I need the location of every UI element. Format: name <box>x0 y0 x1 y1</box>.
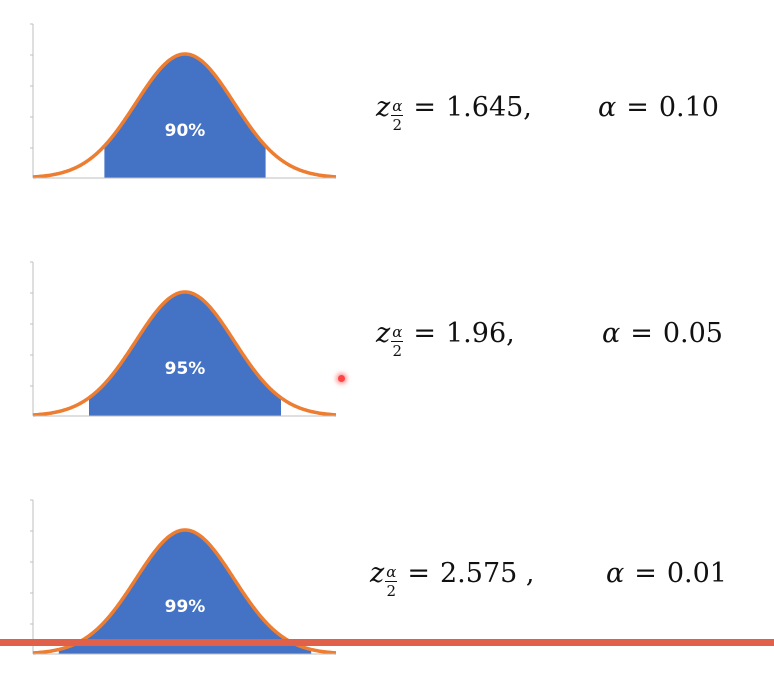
equals-sign: = <box>407 558 430 589</box>
alpha-symbol: α <box>606 558 625 589</box>
equals-sign: = <box>634 558 657 589</box>
diagram-row-99: 99% z α 2 = 2.575 , α = 0.01 <box>0 476 774 676</box>
shaded-region-90 <box>104 54 266 178</box>
laser-pointer-dot <box>338 375 345 382</box>
normal-curve-95: 95% <box>30 261 337 417</box>
equals-sign: = <box>413 92 436 123</box>
y-axis-95 <box>30 261 34 416</box>
alpha-symbol: α <box>602 318 621 349</box>
alpha-symbol: α <box>598 92 617 123</box>
equals-sign: = <box>413 318 436 349</box>
y-axis-90 <box>30 23 34 178</box>
equals-sign: = <box>630 318 653 349</box>
z-value: 2.575 , <box>440 558 535 589</box>
alpha-value: 0.10 <box>658 92 719 123</box>
equals-sign: = <box>626 92 649 123</box>
bell-curve-95 <box>32 290 337 417</box>
bell-curve-90 <box>32 52 337 179</box>
confidence-label-90: 90% <box>165 121 206 141</box>
z-variable: z <box>376 318 391 349</box>
diagram-row-95: 95% z α 2 = 1.96, α = 0.05 <box>0 238 774 438</box>
z-value: 1.645, <box>446 92 532 123</box>
y-axis-99 <box>30 499 34 654</box>
shaded-region-95 <box>89 292 281 416</box>
shaded-region-99 <box>58 530 312 654</box>
normal-curve-90: 90% <box>30 23 337 179</box>
diagram-row-90: 90% z α 2 = 1.645, α = 0.10 <box>0 0 774 200</box>
confidence-label-99: 99% <box>165 597 206 617</box>
z-variable: z <box>370 558 385 589</box>
bottom-accent-bar <box>0 639 774 646</box>
z-value: 1.96, <box>446 318 515 349</box>
alpha-value: 0.01 <box>666 558 727 589</box>
z-variable: z <box>376 92 391 123</box>
alpha-value: 0.05 <box>662 318 723 349</box>
confidence-label-95: 95% <box>165 359 206 379</box>
normal-curve-99: 99% <box>30 499 337 655</box>
